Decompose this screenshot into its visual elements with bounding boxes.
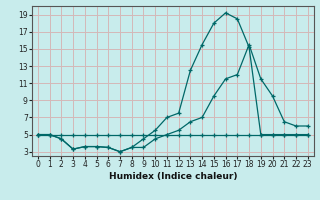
X-axis label: Humidex (Indice chaleur): Humidex (Indice chaleur) [108,172,237,181]
